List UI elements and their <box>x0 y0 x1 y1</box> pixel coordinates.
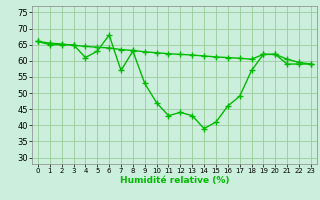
X-axis label: Humidité relative (%): Humidité relative (%) <box>120 176 229 185</box>
